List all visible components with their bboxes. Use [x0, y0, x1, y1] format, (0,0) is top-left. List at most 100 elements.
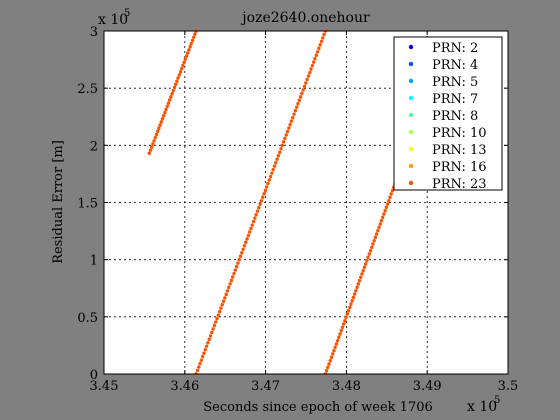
- data-point: [305, 77, 309, 82]
- data-point: [332, 348, 336, 353]
- data-point: [277, 150, 282, 154]
- data-point: [165, 104, 169, 108]
- data-point: [187, 48, 191, 52]
- data-point: [220, 303, 224, 307]
- data-point: [151, 142, 155, 146]
- data-point: [378, 222, 382, 226]
- data-point: [213, 320, 218, 324]
- data-point: [215, 316, 219, 321]
- data-point: [322, 32, 326, 37]
- legend-label: PRN: 23: [432, 177, 487, 192]
- data-point: [158, 123, 162, 127]
- data-point: [164, 107, 168, 112]
- data-point: [387, 198, 391, 203]
- chart-title: joze2640.onehour: [240, 10, 370, 26]
- data-point: [177, 73, 181, 77]
- data-point: [376, 228, 380, 233]
- data-point: [223, 296, 227, 300]
- data-point: [327, 362, 331, 366]
- data-point: [197, 365, 201, 369]
- data-point: [207, 337, 211, 342]
- data-point: [368, 248, 373, 253]
- data-point: [370, 245, 374, 250]
- data-point: [250, 223, 254, 227]
- legend-marker: [408, 78, 414, 84]
- x-tick-label: 3.49: [413, 379, 442, 394]
- data-point: [181, 63, 185, 68]
- data-point: [266, 181, 270, 186]
- data-point: [208, 334, 213, 338]
- data-point: [233, 268, 237, 272]
- x-exponent-label: x 10: [467, 399, 497, 415]
- data-point: [317, 46, 321, 51]
- data-point: [179, 66, 184, 71]
- data-point: [253, 216, 257, 220]
- data-point: [335, 338, 340, 343]
- data-point: [272, 164, 277, 168]
- data-point: [367, 252, 371, 256]
- data-point: [384, 205, 389, 210]
- data-point: [190, 38, 195, 43]
- data-point: [276, 154, 281, 158]
- data-point: [345, 312, 350, 316]
- data-point: [390, 188, 395, 193]
- data-point: [340, 325, 345, 330]
- legend-label: PRN: 2: [432, 41, 478, 56]
- data-point: [159, 120, 163, 124]
- data-point: [324, 368, 329, 373]
- data-point: [212, 323, 217, 328]
- legend-label: PRN: 16: [432, 160, 487, 175]
- data-point: [211, 327, 215, 331]
- data-point: [298, 95, 303, 99]
- data-point: [329, 355, 334, 360]
- legend-item: PRN: 5: [408, 75, 478, 90]
- legend-item: PRN: 10: [408, 126, 487, 141]
- data-point: [172, 85, 177, 90]
- data-point: [284, 133, 288, 137]
- data-point: [371, 242, 375, 246]
- data-point: [280, 143, 284, 148]
- data-point: [225, 289, 230, 293]
- data-point: [216, 313, 221, 317]
- data-point: [170, 92, 174, 96]
- x-tick-label: 3.48: [332, 379, 361, 394]
- data-point: [264, 185, 269, 189]
- data-point: [229, 278, 234, 283]
- legend-marker: [408, 44, 414, 50]
- data-point: [361, 268, 365, 273]
- data-point: [331, 352, 335, 356]
- data-point: [341, 322, 346, 326]
- data-point: [314, 53, 318, 57]
- data-point: [149, 145, 154, 149]
- data-point: [244, 240, 248, 245]
- data-point: [311, 60, 316, 64]
- data-point: [228, 282, 232, 286]
- data-point: [259, 199, 264, 203]
- legend-item: PRN: 23: [408, 177, 487, 192]
- legend: PRN: 2 PRN: 4 PRN: 5 PRN: 7 PRN: 8 PRN: 10 PRN…: [393, 36, 503, 192]
- data-point: [173, 82, 178, 87]
- data-point: [362, 265, 367, 270]
- data-point: [202, 351, 206, 355]
- data-point: [169, 95, 173, 99]
- legend-label: PRN: 10: [432, 126, 487, 141]
- data-point: [210, 330, 214, 335]
- data-point: [349, 302, 353, 306]
- data-point: [308, 70, 312, 75]
- data-point: [258, 202, 262, 206]
- data-point: [374, 232, 379, 236]
- data-point: [377, 225, 381, 230]
- data-point: [155, 129, 160, 134]
- data-point: [198, 361, 202, 366]
- data-point: [383, 208, 387, 213]
- data-point: [230, 275, 235, 279]
- data-point: [236, 261, 240, 265]
- data-point: [251, 219, 256, 224]
- data-point: [321, 36, 325, 40]
- data-point: [339, 328, 343, 333]
- data-point: [319, 39, 324, 44]
- data-point: [328, 358, 332, 363]
- data-point: [283, 136, 287, 141]
- y-axis-label: Residual Error [m]: [51, 140, 66, 264]
- data-point: [217, 309, 222, 314]
